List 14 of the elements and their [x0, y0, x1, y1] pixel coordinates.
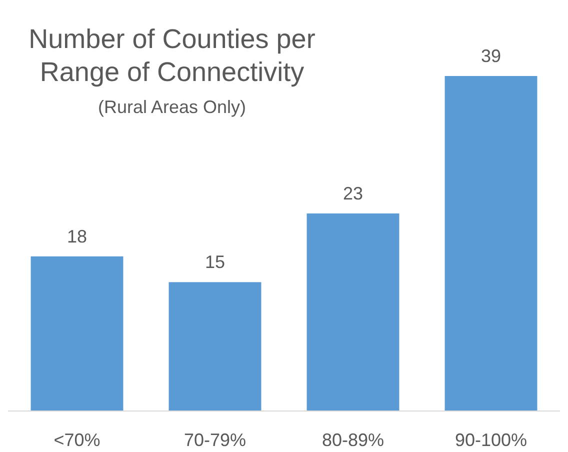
bar: [30, 256, 124, 411]
bar: [168, 282, 262, 411]
x-tick-label: 90-100%: [454, 430, 528, 450]
data-label: 23: [342, 183, 364, 204]
bar: [444, 76, 538, 411]
x-tick-label: <70%: [54, 430, 100, 450]
bar: [306, 213, 400, 411]
text: (Rural Areas Only): [98, 97, 246, 117]
data-label: 39: [480, 46, 502, 66]
data-label: 18: [66, 226, 88, 246]
x-tick-label: 70-79%: [184, 430, 246, 450]
chart-title: Number of Counties per Range of Connectivity: [28, 24, 316, 87]
x-tick-label: 80-89%: [322, 430, 384, 450]
data-label: 15: [204, 252, 226, 272]
